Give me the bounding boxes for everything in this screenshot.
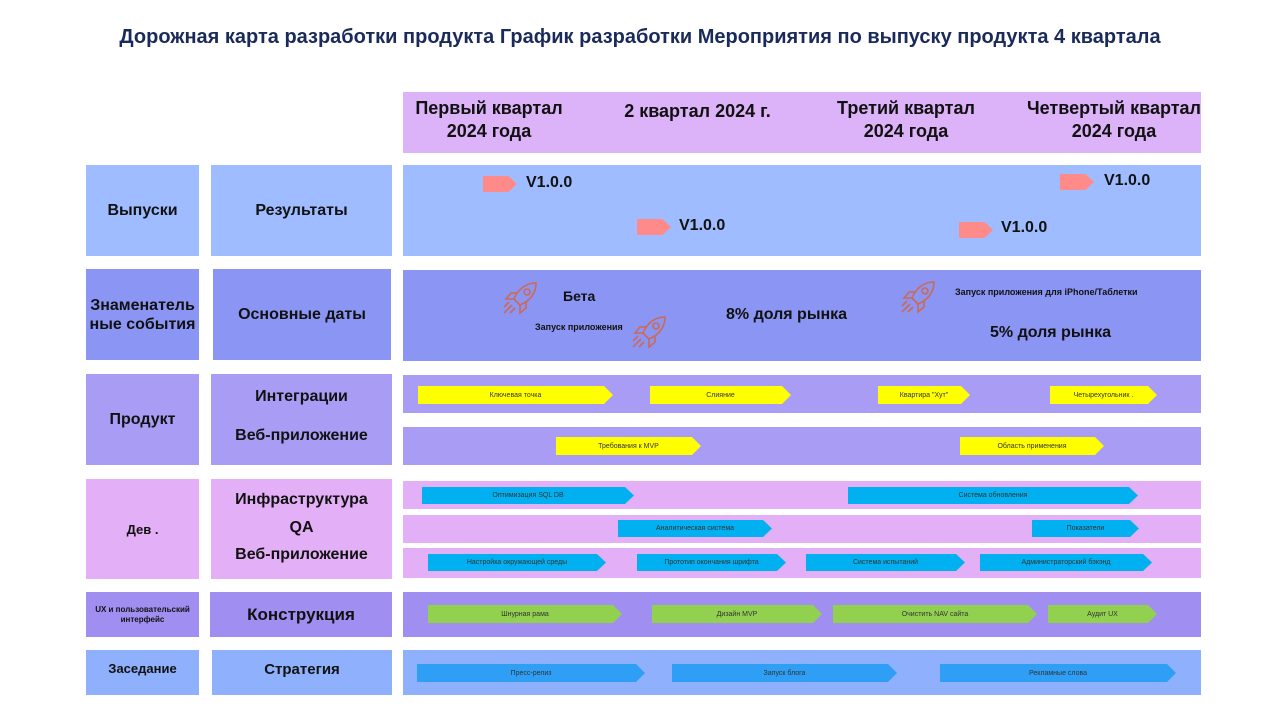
task-bar[interactable]: Администраторский бэкэнд	[980, 554, 1152, 571]
task-bar[interactable]: Ключевая точка	[418, 386, 613, 404]
milestone-app-launch: Запуск приложения	[535, 322, 623, 332]
category-meeting-label: Заседание	[108, 661, 177, 676]
category-releases: Выпуски	[86, 165, 199, 256]
page-title: Дорожная карта разработки продукта Графи…	[119, 26, 1161, 48]
label-integrations: Интеграции	[255, 388, 348, 405]
category-milestones: Знаменательные события	[86, 269, 199, 360]
task-bar[interactable]: Область применения	[960, 437, 1104, 455]
release-version: V1.0.0	[526, 174, 573, 191]
milestone-market-share-5: 5% доля рынка	[990, 324, 1112, 341]
task-bar[interactable]: Очистить NAV сайта	[833, 605, 1037, 623]
label-strategy: Стратегия	[212, 650, 392, 695]
task-bar[interactable]: Оптимизация SQL DB	[422, 487, 634, 504]
label-product	[211, 374, 392, 465]
quarter-4: Четвертый квартал 2024 года	[1027, 98, 1201, 141]
task-bar[interactable]: Рекламные слова	[940, 664, 1176, 682]
release-flag-icon	[959, 222, 993, 238]
label-results: Результаты	[211, 165, 392, 256]
release-flag-icon	[483, 176, 517, 192]
label-construction-text: Конструкция	[247, 604, 355, 624]
task-bar[interactable]: Пресс-релиз	[417, 664, 645, 682]
label-web-app: Веб-приложение	[235, 427, 368, 444]
rocket-icon	[632, 316, 666, 349]
task-bar[interactable]: Слияние	[650, 386, 791, 404]
label-strategy-text: Стратегия	[264, 661, 340, 678]
release-flag-icon	[637, 219, 671, 235]
quarter-2: 2 квартал 2024 г.	[624, 101, 771, 121]
task-bar[interactable]: Аудит UX	[1048, 605, 1157, 623]
category-product-label: Продукт	[109, 410, 176, 428]
milestone-iphone-launch: Запуск приложения для iPhone/Таблетки	[955, 287, 1138, 297]
label-results-text: Результаты	[255, 201, 348, 219]
category-ux-label: UX и пользовательский интерфейс	[95, 604, 190, 624]
task-bar[interactable]: Требования к MVP	[556, 437, 701, 455]
task-bar[interactable]: Прототип окончания шрифта	[637, 554, 786, 571]
category-milestones-label: Знаменательные события	[89, 296, 196, 333]
release-version: V1.0.0	[1001, 219, 1048, 236]
category-dev: Дев .	[86, 479, 199, 579]
task-bar[interactable]: Четырехугольник .	[1050, 386, 1157, 404]
task-bar[interactable]: Показатели	[1032, 520, 1139, 537]
category-product: Продукт	[86, 374, 199, 465]
task-bar[interactable]: Запуск блога	[672, 664, 897, 682]
label-dev	[211, 479, 392, 579]
label-key-dates-text: Основные даты	[238, 305, 366, 323]
quarter-3: Третий квартал 2024 года	[837, 98, 975, 141]
rocket-icon	[503, 282, 537, 315]
label-infrastructure: Инфраструктура	[235, 491, 368, 508]
quarter-1: Первый квартал 2024 года	[415, 98, 563, 141]
quarters-header	[403, 92, 1201, 153]
rocket-icon	[901, 281, 935, 314]
task-bar[interactable]: Дизайн MVP	[652, 605, 822, 623]
milestone-beta: Бета	[563, 288, 596, 304]
task-bar[interactable]: Система обновления	[848, 487, 1138, 504]
label-construction: Конструкция	[210, 592, 392, 637]
label-web-app-dev: Веб-приложение	[235, 546, 368, 563]
task-bar[interactable]: Система испытаний	[806, 554, 965, 571]
task-bar[interactable]: Настройка окружающей среды	[428, 554, 606, 571]
label-key-dates: Основные даты	[213, 269, 391, 360]
category-releases-label: Выпуски	[107, 201, 178, 219]
release-version: V1.0.0	[679, 217, 726, 234]
task-bar[interactable]: Аналитическая система	[618, 520, 772, 537]
category-meeting: Заседание	[86, 650, 199, 695]
release-flag-icon	[1060, 174, 1094, 190]
label-qa: QA	[289, 519, 314, 536]
category-ux: UX и пользовательский интерфейс	[86, 592, 199, 637]
task-bar[interactable]: Квартира "Хут"	[878, 386, 970, 404]
category-dev-label: Дев .	[126, 521, 159, 537]
milestone-market-share-8: 8% доля рынка	[726, 306, 848, 323]
release-version: V1.0.0	[1104, 172, 1151, 189]
task-bar[interactable]: Шнурная рама	[428, 605, 622, 623]
